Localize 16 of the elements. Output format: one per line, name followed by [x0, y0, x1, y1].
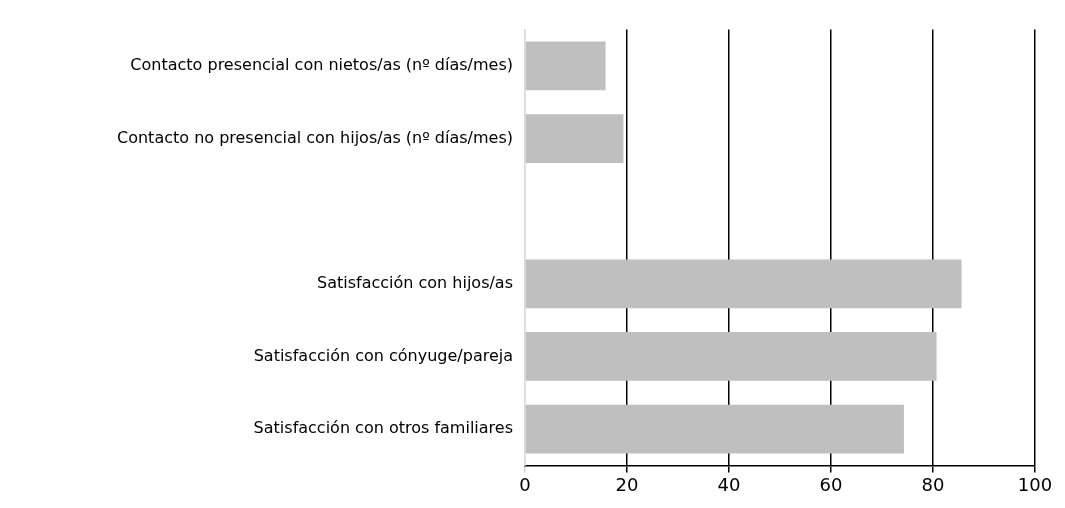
x-tick-label: 100	[1017, 473, 1053, 495]
x-tick-label: 0	[519, 473, 531, 495]
y-tick-label: Satisfacción con cónyuge/pareja	[253, 345, 513, 365]
x-tick-label: 20	[615, 473, 639, 495]
bar	[525, 114, 624, 163]
x-tick-label: 40	[717, 473, 741, 495]
y-tick-label: Contacto presencial con nietos/as (nº días/mes)	[130, 55, 513, 75]
y-tick-label: Contacto no presencial con hijos/as (nº días/mes)	[117, 127, 513, 147]
bar	[525, 259, 962, 309]
x-tick-label: 80	[921, 473, 945, 495]
y-tick-label: Satisfacción con hijos/as	[316, 272, 513, 292]
x-tick-label: 60	[819, 473, 843, 495]
bar	[525, 404, 904, 454]
y-tick-label: Satisfacción con otros familiares	[253, 418, 513, 438]
bar	[525, 332, 937, 381]
bar	[525, 41, 606, 91]
